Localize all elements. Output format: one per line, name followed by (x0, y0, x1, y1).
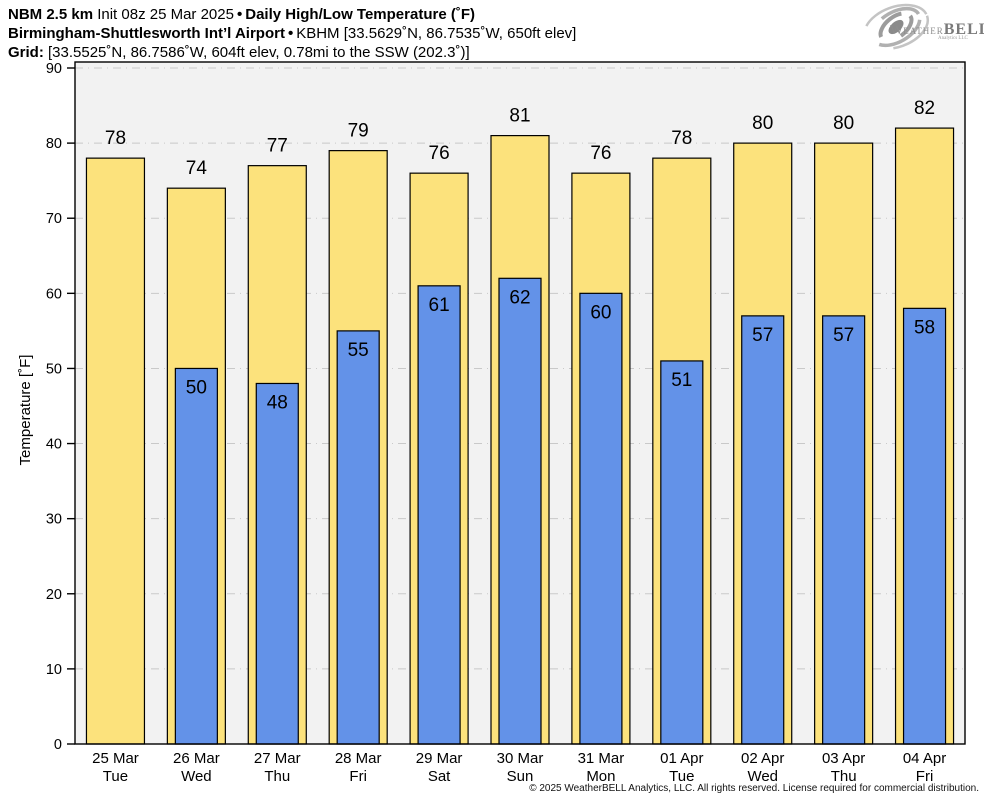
y-tick-label: 40 (46, 437, 62, 453)
model-name: NBM 2.5 km (8, 6, 94, 23)
y-tick-label: 50 (46, 361, 62, 377)
x-tick-day: Mon (586, 768, 615, 785)
low-bar (660, 360, 704, 745)
x-tick-day: Sun (507, 768, 534, 785)
low-value-label: 58 (914, 317, 935, 338)
grid-label: Grid: (8, 44, 44, 61)
high-value-label: 78 (105, 128, 126, 149)
y-tick-label: 90 (46, 61, 62, 77)
copyright-notice: © 2025 WeatherBELL Analytics, LLC. All r… (529, 783, 979, 794)
x-tick-day: Tue (669, 768, 694, 785)
low-value-label: 48 (267, 392, 288, 413)
x-tick-date: 25 Mar (92, 750, 139, 767)
x-tick-day: Thu (831, 768, 857, 785)
low-value-label: 57 (752, 325, 773, 346)
x-tick-day: Wed (181, 768, 212, 785)
x-tick-day: Tue (103, 768, 128, 785)
x-tick-day: Sat (428, 768, 451, 785)
logo-wordmark: WEATHERBELL (890, 21, 984, 39)
high-value-label: 79 (348, 121, 369, 142)
high-value-label: 82 (914, 98, 935, 119)
header-line-1: NBM 2.5 km Init 08z 25 Mar 2025 • Daily Hi… (8, 5, 576, 24)
low-value-label: 51 (671, 370, 692, 391)
y-tick-label: 80 (46, 136, 62, 152)
x-tick-date: 31 Mar (578, 750, 625, 767)
weatherbell-logo: WEATHERBELL Analytics LLC (858, 0, 984, 52)
x-tick-date: 29 Mar (416, 750, 463, 767)
high-value-label: 77 (267, 136, 288, 157)
low-bar (822, 315, 866, 745)
x-tick-day: Fri (916, 768, 934, 785)
header-line-2: Birmingham-Shuttlesworth Int’l Airport • K… (8, 24, 576, 43)
low-value-label: 57 (833, 325, 854, 346)
header-line-3: Grid: [33.5525˚N, 86.7586˚W, 604ft elev,… (8, 43, 576, 62)
low-value-label: 55 (348, 340, 369, 361)
logo-word-bell: BELL (943, 21, 984, 38)
x-tick-date: 02 Apr (741, 750, 784, 767)
station-name: Birmingham-Shuttlesworth Int’l Airport (8, 25, 285, 42)
x-tick-date: 04 Apr (903, 750, 946, 767)
separator-bullet: • (287, 25, 294, 42)
y-axis-title: Temperature [˚F] (17, 355, 34, 466)
low-value-label: 50 (186, 377, 207, 398)
logo-subtext: Analytics LLC (938, 36, 968, 41)
x-tick-date: 26 Mar (173, 750, 220, 767)
logo-word-eather: EATHER (903, 26, 944, 36)
station-meta: KBHM [33.5629˚N, 86.7535˚W, 650ft elev] (296, 25, 577, 42)
separator-bullet: • (236, 6, 243, 23)
high-bar (85, 157, 146, 745)
x-tick-day: Fri (349, 768, 367, 785)
hurricane-swirl-icon (862, 3, 930, 51)
high-value-label: 76 (590, 143, 611, 164)
x-tick-date: 28 Mar (335, 750, 382, 767)
x-tick-date: 03 Apr (822, 750, 865, 767)
grid-meta: [33.5525˚N, 86.7586˚W, 604ft elev, 0.78m… (48, 44, 470, 61)
init-time: Init 08z 25 Mar 2025 (97, 6, 234, 23)
high-value-label: 74 (186, 158, 208, 179)
high-value-label: 80 (752, 113, 773, 134)
low-bar (336, 330, 380, 745)
high-value-label: 76 (429, 143, 450, 164)
x-tick-day: Thu (264, 768, 290, 785)
x-tick-date: 30 Mar (497, 750, 544, 767)
product-title: Daily High/Low Temperature (˚F) (245, 6, 475, 23)
y-tick-label: 20 (46, 587, 62, 603)
y-tick-label: 70 (46, 211, 62, 227)
low-value-label: 62 (509, 287, 530, 308)
y-tick-label: 60 (46, 286, 62, 302)
low-bar (498, 277, 542, 745)
low-bar (902, 307, 947, 745)
chart-header: NBM 2.5 km Init 08z 25 Mar 2025 • Daily Hi… (8, 5, 576, 62)
low-value-label: 61 (429, 295, 450, 316)
y-tick-label: 0 (54, 737, 62, 753)
low-bar (174, 367, 218, 745)
high-value-label: 78 (671, 128, 692, 149)
low-bar (255, 382, 299, 745)
low-bar (741, 315, 785, 745)
low-value-label: 60 (590, 302, 611, 323)
high-value-label: 80 (833, 113, 854, 134)
low-bar (417, 285, 461, 745)
x-tick-date: 01 Apr (660, 750, 703, 767)
logo-word-w: W (890, 23, 904, 38)
x-tick-date: 27 Mar (254, 750, 301, 767)
y-tick-label: 30 (46, 512, 62, 528)
plot-border (74, 61, 966, 745)
high-value-label: 81 (509, 106, 530, 127)
low-bar (579, 292, 623, 745)
x-tick-day: Wed (747, 768, 778, 785)
y-tick-label: 10 (46, 662, 62, 678)
